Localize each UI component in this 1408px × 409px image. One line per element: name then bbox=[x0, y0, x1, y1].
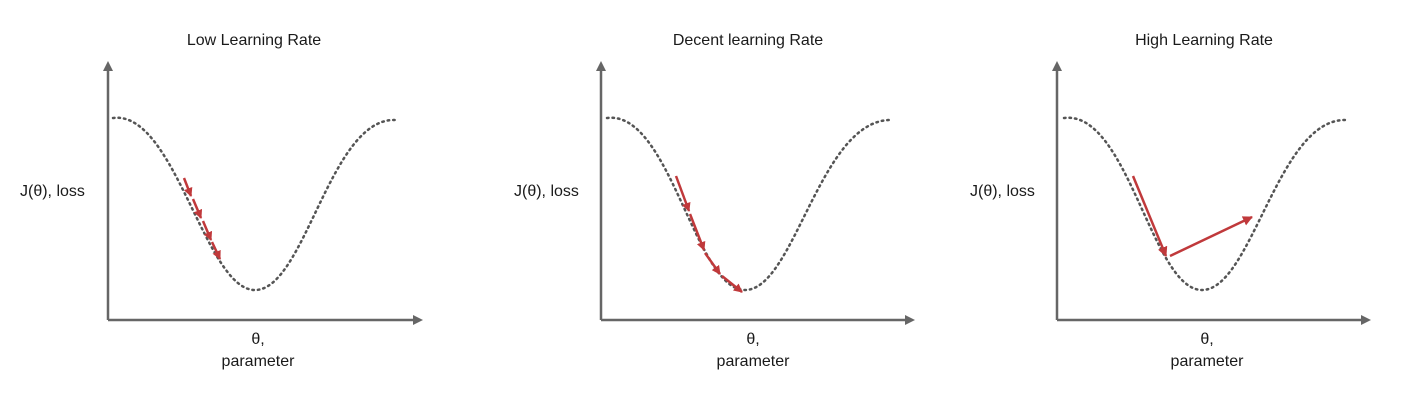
step-arrow bbox=[688, 213, 706, 251]
step-arrow bbox=[210, 241, 222, 260]
x-axis-label-line2: parameter bbox=[716, 353, 790, 370]
panel-title: High Learning Rate bbox=[1135, 32, 1273, 49]
x-axis-label-line1: θ, bbox=[746, 331, 760, 348]
step-arrow bbox=[182, 177, 193, 197]
step-arrow bbox=[703, 252, 722, 275]
step-arrow bbox=[1169, 215, 1253, 258]
y-axis-label: J(θ), loss bbox=[20, 183, 85, 200]
x-axis-label-line2: parameter bbox=[1170, 353, 1244, 370]
step-arrow bbox=[201, 220, 213, 241]
panel-title: Low Learning Rate bbox=[186, 32, 322, 49]
step-arrow bbox=[721, 275, 743, 293]
step-arrow bbox=[1131, 175, 1168, 257]
panel-low-learning-rate: Low Learning Rate J(θ), loss θ, paramete… bbox=[0, 0, 470, 409]
plot-area bbox=[103, 61, 423, 325]
panel-title: Decent learning Rate bbox=[672, 32, 824, 49]
loss-curve bbox=[111, 116, 397, 292]
loss-curve bbox=[605, 116, 894, 292]
x-axis-label-line2: parameter bbox=[221, 353, 295, 370]
x-axis-label-line1: θ, bbox=[1200, 331, 1214, 348]
x-axis-label-line1: θ, bbox=[251, 331, 265, 348]
loss-curve bbox=[1062, 116, 1348, 292]
step-arrow bbox=[191, 198, 203, 219]
y-axis-label: J(θ), loss bbox=[514, 183, 579, 200]
plot-area bbox=[596, 61, 915, 325]
panel-decent-learning-rate: Decent learning Rate J(θ), loss θ, param… bbox=[490, 0, 960, 409]
plot-area bbox=[1052, 61, 1371, 325]
x-axis-label: θ, parameter bbox=[717, 329, 790, 373]
x-axis-label: θ, parameter bbox=[222, 329, 295, 373]
x-axis-label: θ, parameter bbox=[1171, 329, 1244, 373]
panel-high-learning-rate: High Learning Rate J(θ), loss θ, paramet… bbox=[940, 0, 1408, 409]
step-arrow bbox=[674, 175, 691, 212]
y-axis-label: J(θ), loss bbox=[970, 183, 1035, 200]
